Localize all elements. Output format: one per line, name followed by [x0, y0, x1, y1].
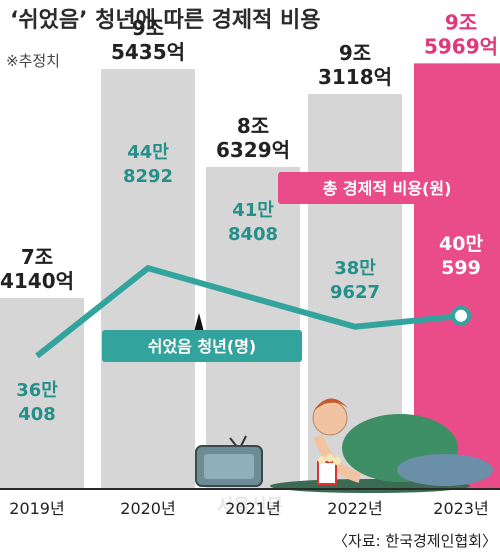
x-tick-label: 2019년 [9, 499, 64, 518]
legend-cost: 총 경제적 비용(원) [278, 172, 496, 204]
legend-pointer-icon [194, 313, 204, 332]
x-tick-label: 2021년 [225, 499, 280, 518]
watermark: 서울신문 [217, 496, 283, 517]
line-value-label: 38만 [334, 258, 376, 279]
bar-2023년 [414, 63, 500, 489]
chart-title: ‘쉬었음’ 청년에 따른 경제적 비용 [10, 8, 320, 33]
x-tick-label: 2022년 [327, 499, 382, 518]
legend-youth-label: 쉬었음 청년(명) [148, 337, 257, 356]
legend-cost-label: 총 경제적 비용(원) [323, 179, 452, 198]
legend-youth: 쉬었음 청년(명) [102, 313, 302, 362]
bar-value-label: 8조 [237, 114, 269, 138]
youth-line [35, 265, 471, 359]
line-value-label: 8408 [228, 224, 278, 245]
legend-youth-box [102, 330, 302, 362]
bar-value-label: 3118억 [318, 65, 392, 89]
line-value-label: 44만 [127, 142, 169, 163]
line-value-label: 408 [18, 404, 56, 425]
line-value-label: 36만 [16, 380, 58, 401]
bar-value-label: 5969억 [424, 34, 498, 58]
bar-value-label: 6329억 [216, 138, 290, 162]
bar-value-label: 9조 [339, 41, 371, 65]
bar-value-label: 9조 [132, 16, 164, 40]
lying-person-illustration [195, 398, 493, 493]
youth-line-path [35, 265, 462, 359]
bar-value-label: 5435억 [111, 40, 185, 64]
estimate-note: ※추정치 [6, 52, 60, 70]
bar-value-label: 7조 [21, 245, 53, 269]
line-value-label: 40만 [439, 233, 483, 255]
x-tick-label: 2020년 [120, 499, 175, 518]
line-value-label: 8292 [123, 166, 173, 187]
x-tick-label: 2023년 [433, 499, 488, 518]
legend-cost-box [278, 172, 496, 204]
bar-value-label: 4140억 [0, 269, 74, 293]
x-axis-ticks: 2019년 2020년 2021년 2022년 2023년 [9, 499, 488, 518]
bar-value-label: 9조 [445, 10, 477, 34]
source-note: 〈자료: 한국경제인협회〉 [333, 532, 497, 550]
line-point-end [451, 305, 471, 326]
line-value-label: 9627 [330, 282, 380, 303]
bar-2021년 [206, 166, 300, 489]
line-value-label: 599 [441, 257, 481, 279]
line-value-label: 41만 [232, 200, 274, 221]
